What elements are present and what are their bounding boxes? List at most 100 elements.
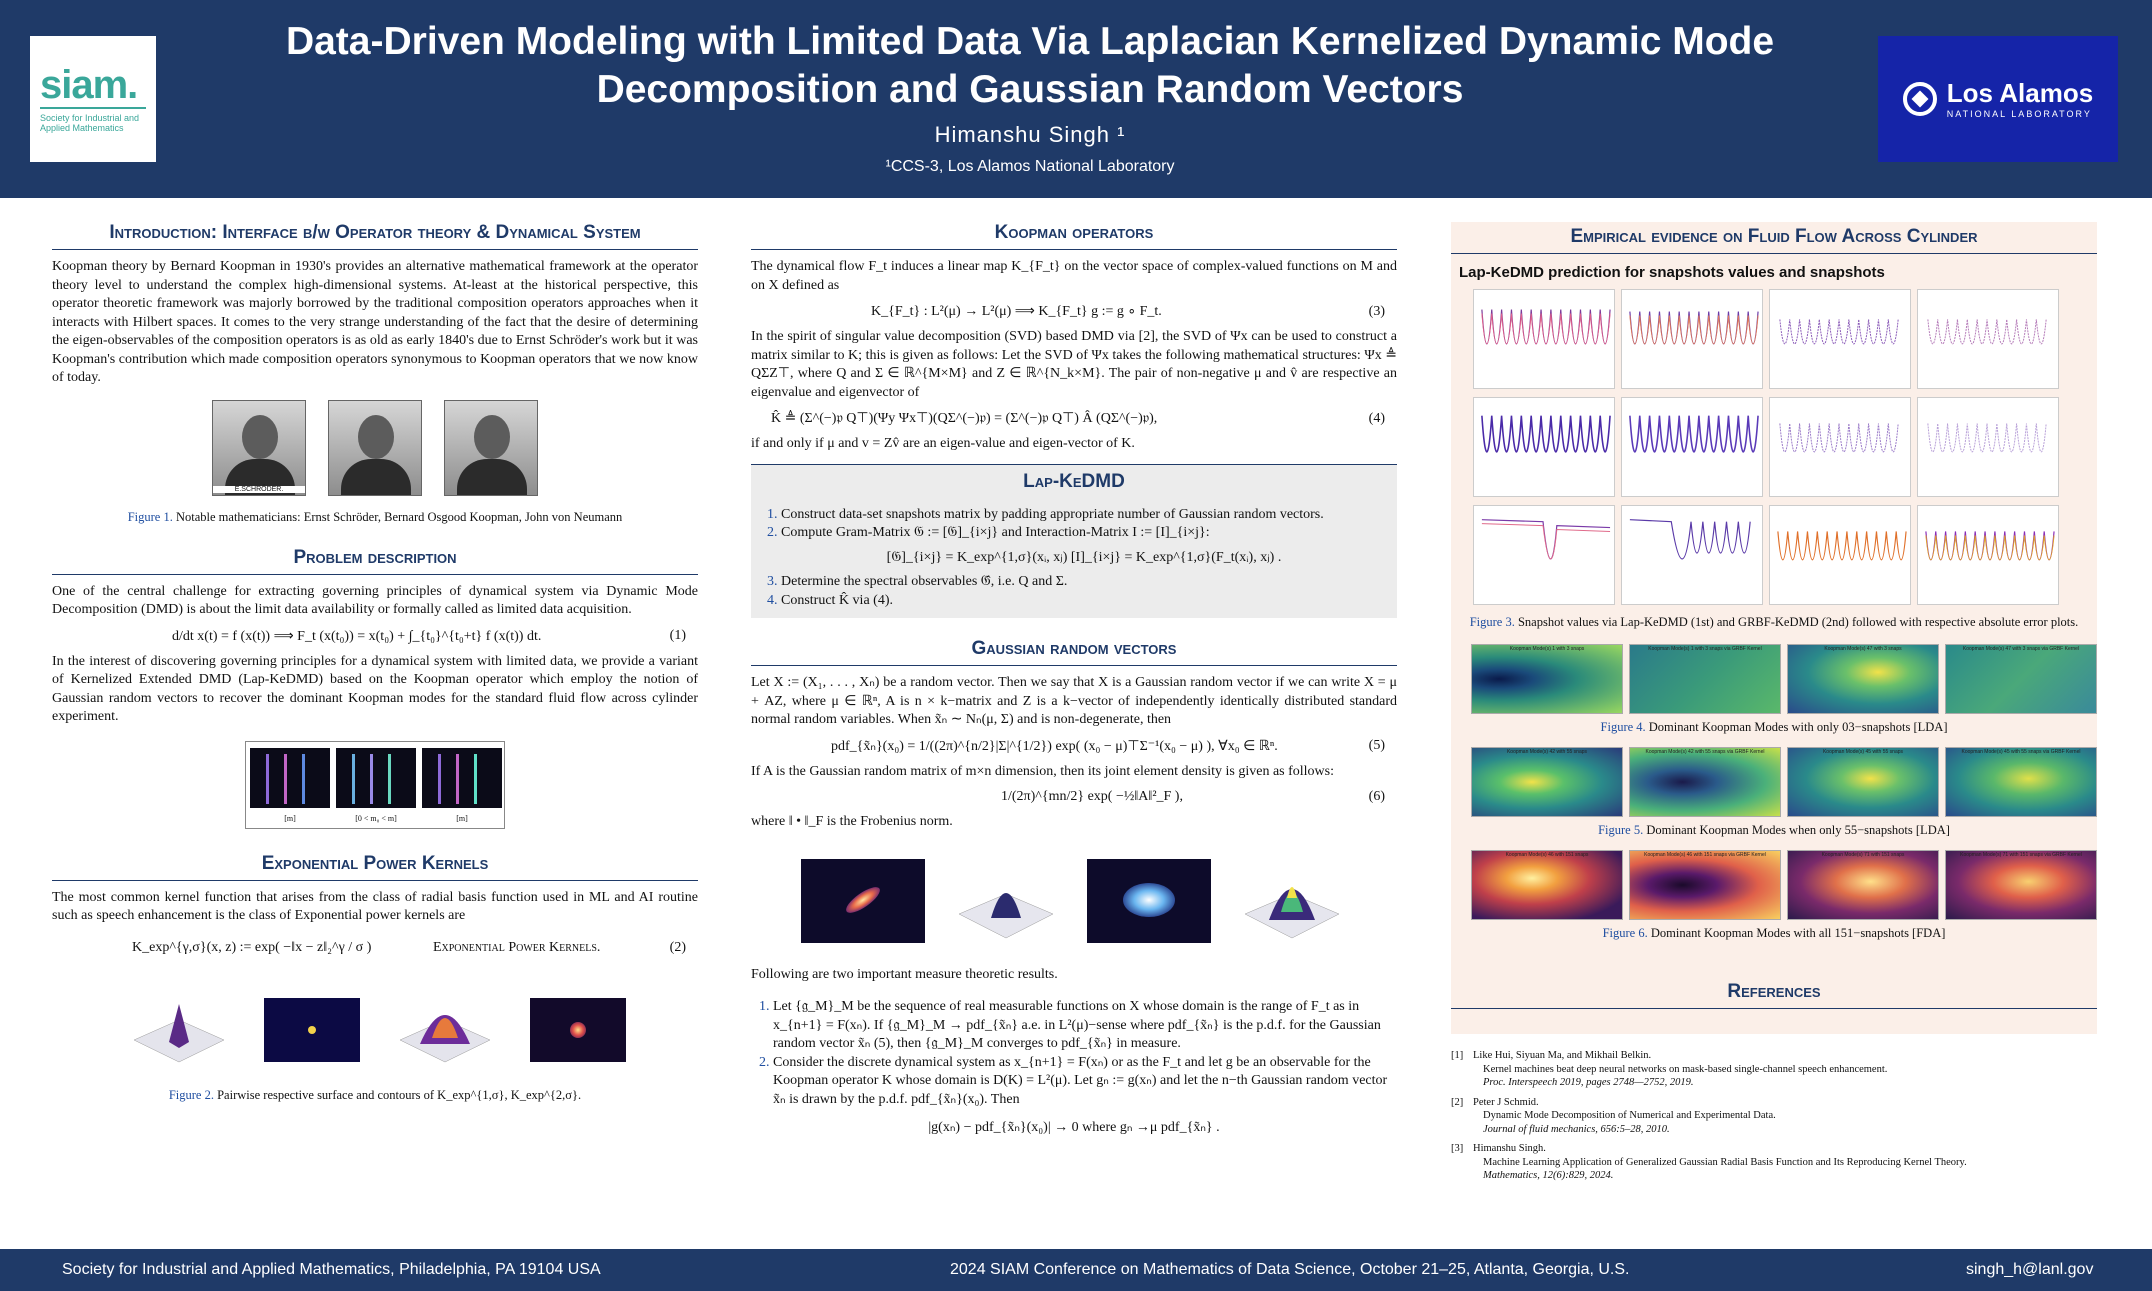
figure-5-text: Dominant Koopman Modes when only 55−snap… bbox=[1646, 823, 1950, 837]
snapshot-plot bbox=[1621, 505, 1763, 605]
portraits-figure: E.SCHRÖDER. bbox=[52, 399, 698, 496]
mode-panel-title: Koopman Mode(s) 71 with 151 snaps bbox=[1821, 852, 1905, 858]
lanl-orb-icon bbox=[1902, 82, 1937, 116]
lap-step-2-equation: [𝔊]_{i×j} = K_exp^{1,σ}(xᵢ, xⱼ) [I]_{i×j… bbox=[886, 549, 1282, 565]
gaussian-surface-1 bbox=[958, 892, 1054, 938]
gaussian-contour-2 bbox=[1087, 858, 1211, 943]
mode-panel-title: Koopman Mode(s) 1 with 3 snaps bbox=[1509, 646, 1585, 652]
equation-6-number: (6) bbox=[1368, 789, 1385, 804]
reference-venue: Journal of fluid mechanics, 656:5–28, 20… bbox=[1483, 1123, 1670, 1135]
footer-email[interactable]: singh_h@lanl.gov bbox=[1966, 1261, 2094, 1278]
figure-2-caption: Figure 2. Pairwise respective surface an… bbox=[52, 1088, 698, 1103]
figure-4-text: Dominant Koopman Modes with only 03−snap… bbox=[1648, 720, 1948, 734]
snapshot-plot bbox=[1473, 289, 1615, 389]
reference-authors: Like Hui, Siyuan Ma, and Mikhail Belkin. bbox=[1473, 1050, 1652, 1061]
lanl-logo-name: Los Alamos bbox=[1946, 77, 2094, 108]
figure-3-text: Snapshot values via Lap-KeDMD (1st) and … bbox=[1517, 615, 2079, 629]
reference-item: [3] Himanshu Singh. Machine Learning App… bbox=[1451, 1142, 2097, 1183]
figure-1-text: Notable mathematicians: Ernst Schröder, … bbox=[175, 509, 623, 524]
mode-panel: Koopman Mode(s) 47 with 3 snaps via GRBF… bbox=[1945, 644, 2097, 714]
problem-text-1: One of the central challenge for extract… bbox=[52, 583, 698, 618]
equation-5: pdf_{x̃ₙ}(x₀) = 1/((2π)^{n/2}|Σ|^{1/2}) … bbox=[751, 738, 1397, 755]
equation-1: d/dt x(t) = f (x(t)) ⟹ F_t (x(t₀)) = x(t… bbox=[52, 628, 698, 645]
grv-section-title: Gaussian random vectors bbox=[751, 638, 1397, 666]
mode-panel: Koopman Mode(s) 47 with 3 snaps bbox=[1787, 644, 1939, 714]
lanl-logo: Los Alamos NATIONAL LABORATORY bbox=[1878, 36, 2118, 162]
lap-step-2-text: Compute Gram-Matrix 𝔊 := [𝔊]_{i×j} and I… bbox=[781, 525, 1210, 540]
mode-panel-title: Koopman Mode(s) 71 with 151 snaps via GR… bbox=[1960, 852, 2082, 858]
snapshot-plot bbox=[1769, 289, 1911, 389]
gaussian-contour-1 bbox=[801, 858, 925, 943]
strip-panel-3 bbox=[422, 747, 502, 808]
grv-text-4: Following are two important measure theo… bbox=[751, 966, 1058, 982]
snapshot-plot bbox=[1769, 505, 1911, 605]
snapshot-plot bbox=[1917, 397, 2059, 497]
equation-2-number: (2) bbox=[669, 939, 686, 955]
references-list: [1] Like Hui, Siyuan Ma, and Mikhail Bel… bbox=[1451, 1049, 2097, 1183]
problem-section-title: Problem description bbox=[52, 547, 698, 575]
problem-text-2: In the interest of discovering governing… bbox=[52, 653, 698, 725]
reference-title: Machine Learning Application of Generali… bbox=[1483, 1156, 1967, 1168]
portrait-von-neumann bbox=[444, 399, 538, 496]
mode-panel: Koopman Mode(s) 1 with 3 snaps bbox=[1471, 644, 1623, 714]
column-right: Empirical evidence on Fluid Flow Across … bbox=[1451, 222, 2097, 1189]
gaussian-figure bbox=[751, 858, 1397, 944]
figure-4-caption: Figure 4. Dominant Koopman Modes with on… bbox=[1451, 720, 2097, 735]
snapshot-plot bbox=[1473, 397, 1615, 497]
figure-6-text: Dominant Koopman Modes with all 151−snap… bbox=[1650, 926, 1946, 940]
gaussian-surface-2 bbox=[1244, 886, 1340, 938]
mode-panel-title: Koopman Mode(s) 46 with 151 snaps bbox=[1505, 852, 1589, 858]
snapshot-plot bbox=[1621, 289, 1763, 389]
figure-6-label: Figure 6. bbox=[1602, 926, 1648, 940]
equation-7: |g(xₙ) − pdf_{x̃ₙ}(x₀)| → 0 where gₙ →μ … bbox=[928, 1120, 1220, 1135]
reference-item: [2] Peter J Schmid. Dynamic Mode Decompo… bbox=[1451, 1096, 2097, 1137]
mode-panel-title: Koopman Mode(s) 47 with 3 snaps via GRBF… bbox=[1962, 646, 2080, 652]
figure-3-label: Figure 3. bbox=[1469, 615, 1515, 629]
strip-label-3: [m] bbox=[456, 813, 468, 823]
poster-affiliation: ¹CCS-3, Los Alamos National Laboratory bbox=[885, 158, 1175, 175]
result-1: Let {𝔤_M}_M be the sequence of real meas… bbox=[773, 998, 1397, 1054]
reference-number: [3] bbox=[1451, 1143, 1464, 1154]
strip-panel-2 bbox=[336, 747, 416, 808]
column-middle: Koopman operators The dynamical flow F_t… bbox=[751, 222, 1397, 1136]
equation-5-number: (5) bbox=[1368, 738, 1385, 753]
equation-3-body: K_{F_t} : L²(μ) → L²(μ) ⟹ K_{F_t} g := g… bbox=[871, 304, 1162, 319]
reference-authors: Peter J Schmid. bbox=[1473, 1096, 1539, 1108]
kernel-contour-1 bbox=[264, 997, 360, 1062]
mode-panel: Koopman Mode(s) 42 with 55 snaps via GRB… bbox=[1629, 747, 1781, 817]
snapshot-plot bbox=[1621, 397, 1763, 497]
modes-row-fig5: Koopman Mode(s) 42 with 55 snaps Koopman… bbox=[1451, 747, 2097, 817]
kernel-contour-2 bbox=[530, 997, 626, 1062]
lap-step-1: Construct data-set snapshots matrix by p… bbox=[781, 506, 1387, 525]
equation-5-body: pdf_{x̃ₙ}(x₀) = 1/((2π)^{n/2}|Σ|^{1/2}) … bbox=[831, 738, 1278, 754]
portrait-schroder: E.SCHRÖDER. bbox=[212, 399, 306, 496]
mode-panel: Koopman Mode(s) 45 with 55 snaps via GRB… bbox=[1945, 747, 2097, 817]
reference-venue: Proc. Interspeech 2019, pages 2748—2752,… bbox=[1483, 1077, 1694, 1088]
figure-2-text: Pairwise respective surface and contours… bbox=[217, 1087, 582, 1102]
equation-6: 1/(2π)^{mn/2} exp( −½‖A‖²_F ), (6) bbox=[751, 789, 1397, 805]
reference-authors: Himanshu Singh. bbox=[1473, 1143, 1546, 1154]
reference-item: [1] Like Hui, Siyuan Ma, and Mikhail Bel… bbox=[1451, 1049, 2097, 1090]
poster-header: siam. Society for Industrial and Applied… bbox=[0, 0, 2152, 198]
figure-2-label: Figure 2. bbox=[168, 1087, 214, 1102]
strip-label-2: [0 < m₀ < m] bbox=[355, 813, 397, 823]
figure-1-caption: Figure 1. Notable mathematicians: Ernst … bbox=[52, 510, 698, 525]
equation-2: K_exp^{γ,σ}(x, z) := exp( −‖x − z‖₂^γ / … bbox=[52, 940, 698, 956]
portrait-caption: E.SCHRÖDER. bbox=[213, 485, 305, 493]
references-section-title: References bbox=[1451, 981, 2097, 1009]
equation-4-number: (4) bbox=[1368, 410, 1385, 426]
empirical-subhead: Lap-KeDMD prediction for snapshots value… bbox=[1459, 264, 1885, 281]
koopman-section-title: Koopman operators bbox=[751, 222, 1397, 250]
siam-logo-subtitle: Society for Industrial and Applied Mathe… bbox=[40, 112, 140, 133]
mode-panel-title: Koopman Mode(s) 42 with 55 snaps via GRB… bbox=[1645, 749, 1765, 755]
mode-panel-title: Koopman Mode(s) 42 with 55 snaps bbox=[1506, 749, 1588, 755]
kernels-text: The most common kernel function that ari… bbox=[52, 889, 698, 924]
mode-panel-title: Koopman Mode(s) 45 with 55 snaps via GRB… bbox=[1961, 749, 2081, 755]
mode-panel: Koopman Mode(s) 71 with 151 snaps bbox=[1787, 850, 1939, 920]
snapshot-plot bbox=[1917, 289, 2059, 389]
grv-text-1: Let X := (X₁, . . . , Xₙ) be a random ve… bbox=[751, 675, 1397, 727]
siam-logo-word: siam. bbox=[40, 65, 146, 109]
mode-panel: Koopman Mode(s) 46 with 151 snaps bbox=[1471, 850, 1623, 920]
equation-3: K_{F_t} : L²(μ) → L²(μ) ⟹ K_{F_t} g := g… bbox=[751, 303, 1397, 320]
mode-panel: Koopman Mode(s) 71 with 151 snaps via GR… bbox=[1945, 850, 2097, 920]
